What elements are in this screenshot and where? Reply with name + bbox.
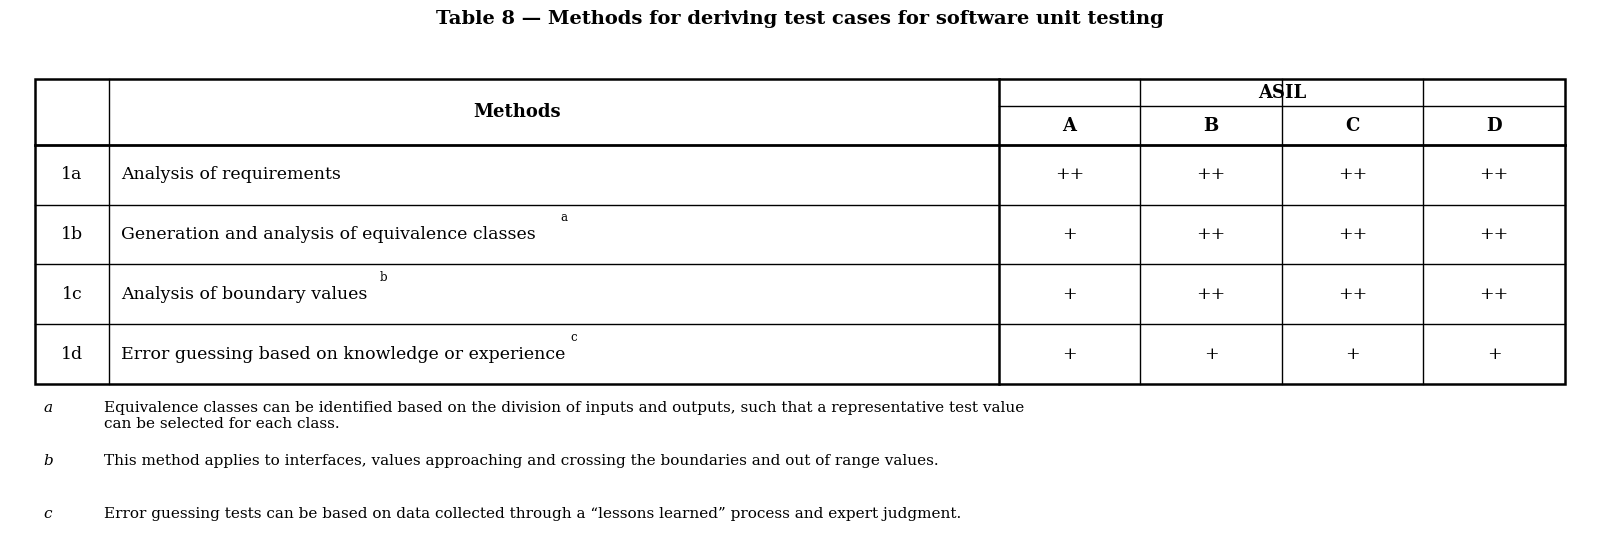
Bar — [35, 79, 1565, 384]
Text: +: + — [1062, 286, 1077, 303]
Text: ++: ++ — [1197, 226, 1226, 243]
Text: Equivalence classes can be identified based on the division of inputs and output: Equivalence classes can be identified ba… — [104, 401, 1024, 431]
Text: +: + — [1062, 346, 1077, 363]
Text: ++: ++ — [1054, 166, 1085, 183]
Text: Error guessing based on knowledge or experience: Error guessing based on knowledge or exp… — [122, 346, 566, 363]
Text: ++: ++ — [1338, 166, 1366, 183]
Text: Analysis of requirements: Analysis of requirements — [122, 166, 341, 183]
Text: D: D — [1486, 117, 1502, 135]
Text: B: B — [1203, 117, 1219, 135]
Text: c: c — [43, 507, 51, 522]
Text: 1d: 1d — [61, 346, 83, 363]
Text: ++: ++ — [1197, 286, 1226, 303]
Text: Table 8 — Methods for deriving test cases for software unit testing: Table 8 — Methods for deriving test case… — [437, 10, 1163, 28]
Text: Analysis of boundary values: Analysis of boundary values — [122, 286, 368, 303]
Text: 1c: 1c — [61, 286, 82, 303]
Text: b: b — [379, 271, 387, 284]
Text: 1a: 1a — [61, 166, 83, 183]
Text: ++: ++ — [1197, 166, 1226, 183]
Text: ++: ++ — [1338, 226, 1366, 243]
Text: ASIL: ASIL — [1258, 84, 1306, 102]
Text: +: + — [1486, 346, 1501, 363]
Text: ++: ++ — [1480, 286, 1509, 303]
Text: +: + — [1203, 346, 1218, 363]
Text: Error guessing tests can be based on data collected through a “lessons learned” : Error guessing tests can be based on dat… — [104, 507, 962, 522]
Text: C: C — [1346, 117, 1360, 135]
Text: ++: ++ — [1338, 286, 1366, 303]
Text: a: a — [560, 211, 568, 224]
Text: Generation and analysis of equivalence classes: Generation and analysis of equivalence c… — [122, 226, 536, 243]
Text: +: + — [1346, 346, 1360, 363]
Text: c: c — [570, 331, 578, 344]
Text: b: b — [43, 454, 53, 468]
Text: +: + — [1062, 226, 1077, 243]
Text: ++: ++ — [1480, 226, 1509, 243]
Text: 1b: 1b — [61, 226, 83, 243]
Text: a: a — [43, 401, 53, 415]
Text: This method applies to interfaces, values approaching and crossing the boundarie: This method applies to interfaces, value… — [104, 454, 939, 468]
Text: ++: ++ — [1480, 166, 1509, 183]
Text: Methods: Methods — [474, 103, 562, 121]
Text: A: A — [1062, 117, 1077, 135]
